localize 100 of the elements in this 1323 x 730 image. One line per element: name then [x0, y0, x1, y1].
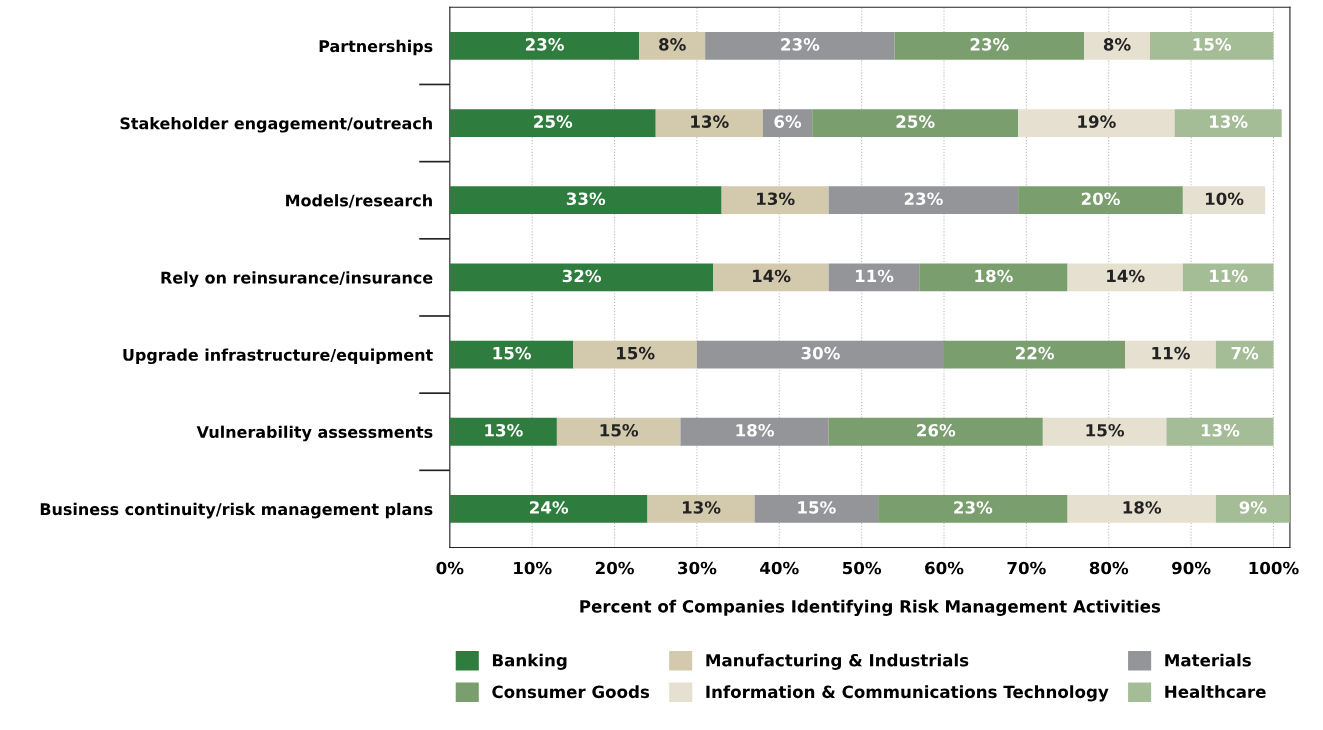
x-tick-label: 50% — [842, 561, 882, 575]
bar — [721, 186, 829, 215]
bar — [655, 109, 763, 137]
data-label: 18% — [975, 269, 1013, 283]
legend-label: Banking — [492, 653, 567, 670]
legend-label: Materials — [1165, 653, 1251, 667]
data-label: 19% — [1078, 115, 1116, 128]
legend-label: Manufacturing & Industrials — [706, 653, 969, 670]
y-tick-label: Stakeholder engagement/outreach — [120, 116, 432, 133]
data-label: 18% — [736, 423, 774, 437]
x-tick-label: 20% — [595, 561, 634, 575]
bar — [828, 263, 920, 292]
data-label: 13% — [1201, 423, 1240, 437]
x-tick-label: 70% — [1007, 561, 1046, 575]
bar — [1182, 263, 1274, 292]
bar — [1018, 186, 1183, 215]
data-label: 11% — [1210, 269, 1248, 283]
data-label: 8% — [659, 38, 686, 51]
bar — [1149, 31, 1274, 60]
bar — [639, 31, 706, 60]
data-label: 15% — [798, 501, 836, 514]
data-label: 14% — [1107, 269, 1145, 283]
bar — [449, 31, 640, 60]
bar — [449, 186, 722, 215]
bar — [705, 31, 895, 60]
data-label: 15% — [1086, 423, 1125, 437]
data-label: 25% — [534, 115, 573, 128]
x-tick-label: 30% — [678, 561, 717, 575]
x-tick-label: 80% — [1089, 561, 1129, 575]
data-label: 14% — [752, 269, 791, 283]
data-label: 7% — [1231, 346, 1259, 360]
data-label: 23% — [954, 501, 993, 514]
x-tick-label: 100% — [1249, 561, 1299, 575]
bar — [449, 109, 656, 137]
bar — [1215, 495, 1290, 523]
bar — [1182, 186, 1266, 215]
data-label: 13% — [691, 115, 729, 128]
data-label: 23% — [970, 38, 1009, 51]
data-label: 23% — [525, 38, 564, 51]
bar — [1125, 340, 1216, 369]
y-tick-label: Models/research — [286, 194, 432, 208]
data-label: 33% — [566, 192, 606, 206]
data-label: 11% — [855, 269, 894, 283]
data-label: 20% — [1081, 192, 1120, 206]
bar — [449, 340, 574, 369]
data-label: 18% — [1123, 501, 1162, 514]
bar — [828, 417, 1043, 446]
data-label: 15% — [600, 423, 639, 437]
data-label: 26% — [917, 423, 956, 437]
x-tick-label: 90% — [1172, 561, 1211, 575]
y-tick-label: Business continuity/risk management plans — [40, 502, 433, 519]
bar — [919, 263, 1068, 292]
y-tick-label: Partnerships — [319, 39, 433, 56]
bar — [878, 495, 1068, 523]
bar — [828, 186, 1019, 215]
data-label: 22% — [1015, 346, 1055, 360]
bar — [449, 495, 648, 523]
bar — [1067, 263, 1183, 292]
data-label: 13% — [1210, 115, 1248, 128]
bar — [713, 263, 829, 292]
data-label: 11% — [1152, 346, 1190, 360]
bar — [573, 340, 697, 369]
bar — [1042, 417, 1167, 446]
data-label: 6% — [774, 115, 802, 128]
bar — [449, 417, 557, 446]
bar — [812, 109, 1019, 137]
data-label: 25% — [896, 115, 935, 128]
bar — [1084, 31, 1150, 60]
data-label: 10% — [1205, 192, 1244, 206]
x-tick-label: 40% — [760, 561, 799, 575]
data-label: 24% — [530, 501, 569, 514]
data-label: 23% — [781, 38, 820, 51]
bar — [1166, 417, 1274, 446]
bar — [894, 31, 1085, 60]
y-tick-label: Vulnerability assessments — [196, 425, 433, 442]
data-label: 15% — [1193, 38, 1232, 51]
data-label: 13% — [682, 501, 721, 514]
data-label: 23% — [904, 192, 943, 206]
x-axis-title: Percent of Companies Identifying Risk Management Activities — [580, 599, 1161, 616]
data-label: 30% — [801, 346, 840, 360]
x-tick-label: 60% — [925, 561, 964, 575]
bar — [449, 263, 714, 292]
data-label: 8% — [1103, 38, 1131, 51]
bar — [944, 340, 1126, 369]
data-label: 15% — [493, 346, 532, 360]
legend-label: Consumer Goods — [492, 685, 650, 699]
x-tick-label: 0% — [436, 561, 464, 575]
y-tick-label: Rely on reinsurance/insurance — [161, 271, 433, 287]
bar — [754, 495, 879, 523]
bar — [1067, 495, 1216, 523]
x-tick-label: 10% — [514, 561, 552, 575]
bar — [696, 340, 944, 369]
data-label: 13% — [757, 192, 795, 206]
data-label: 13% — [485, 423, 523, 437]
bar — [1018, 109, 1175, 137]
legend-label: Healthcare — [1165, 685, 1266, 699]
data-label: 32% — [562, 269, 602, 283]
y-tick-label: Upgrade infrastructure/equipment — [123, 348, 433, 365]
bar — [556, 417, 681, 446]
data-label: 9% — [1239, 501, 1267, 514]
